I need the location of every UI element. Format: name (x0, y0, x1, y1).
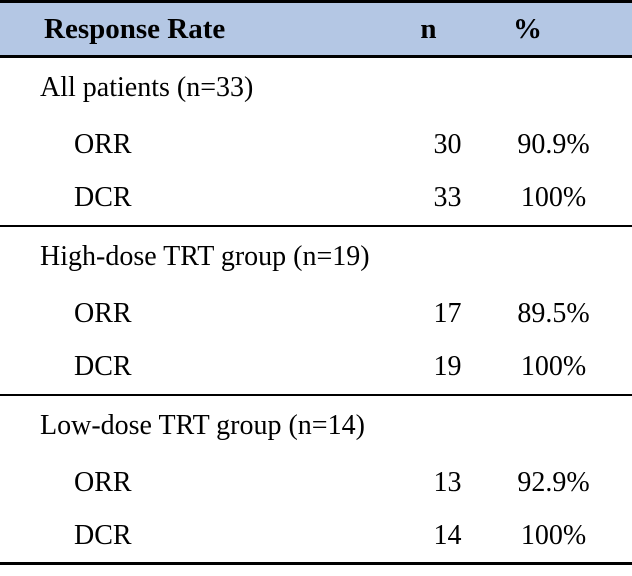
metric-cell-orr: ORR (74, 466, 132, 498)
metric-cell-dcr: DCR (74, 351, 132, 382)
section-label-row: All patients (n=33) (0, 57, 632, 118)
section-low-dose-trt: Low-dose TRT group (n=14) ORR 13 92.9% D… (0, 395, 632, 564)
section-all-patients: All patients (n=33) ORR 30 90.9% DCR 33 … (0, 57, 632, 226)
n-cell: 33 (433, 182, 462, 213)
pct-cell: 89.5% (517, 297, 590, 329)
metric-cell-dcr: DCR (74, 519, 132, 551)
pct-cell: 90.9% (517, 128, 590, 160)
table-row-dcr: DCR 14 100% (0, 510, 632, 564)
n-cell: 14 (433, 519, 462, 551)
pct-cell: 92.9% (517, 466, 590, 498)
table-header: Response Rate n % (0, 1, 632, 57)
section-label-row: High-dose TRT group (n=19) (0, 226, 632, 287)
filler-cell (607, 287, 632, 341)
header-row: Response Rate n % (0, 1, 632, 57)
table-row-dcr: DCR 19 100% (0, 341, 632, 395)
section-label-low-dose: Low-dose TRT group (n=14) (40, 409, 365, 441)
pct-cell: 100% (520, 519, 587, 551)
metric-cell-orr: ORR (74, 297, 132, 329)
section-label-all-patients: All patients (n=33) (40, 71, 254, 103)
filler-cell (607, 510, 632, 564)
table-row-dcr: DCR 33 100% (0, 172, 632, 226)
filler-cell (607, 456, 632, 510)
metric-cell-dcr: DCR (74, 182, 132, 213)
header-label-n: n (420, 12, 437, 45)
pct-cell: 100% (520, 351, 587, 382)
n-cell: 17 (433, 297, 462, 329)
table-row-orr: ORR 17 89.5% (0, 287, 632, 341)
header-cell-percent: % (500, 2, 607, 57)
header-cell-n: n (395, 2, 500, 57)
filler-cell (607, 172, 632, 226)
metric-cell-orr: ORR (74, 128, 132, 160)
n-cell: 19 (433, 351, 462, 382)
section-label-row: Low-dose TRT group (n=14) (0, 395, 632, 456)
header-cell-filler (607, 2, 632, 57)
section-high-dose-trt: High-dose TRT group (n=19) ORR 17 89.5% … (0, 226, 632, 395)
header-cell-response-rate: Response Rate (0, 2, 395, 57)
section-label-high-dose: High-dose TRT group (n=19) (40, 240, 370, 272)
filler-cell (607, 118, 632, 172)
pct-cell: 100% (520, 182, 587, 213)
table-row-orr: ORR 13 92.9% (0, 456, 632, 510)
header-label-percent: % (513, 12, 542, 45)
filler-cell (607, 341, 632, 395)
header-label-response-rate: Response Rate (44, 12, 226, 45)
table-row-orr: ORR 30 90.9% (0, 118, 632, 172)
n-cell: 30 (433, 128, 462, 160)
n-cell: 13 (433, 466, 462, 498)
